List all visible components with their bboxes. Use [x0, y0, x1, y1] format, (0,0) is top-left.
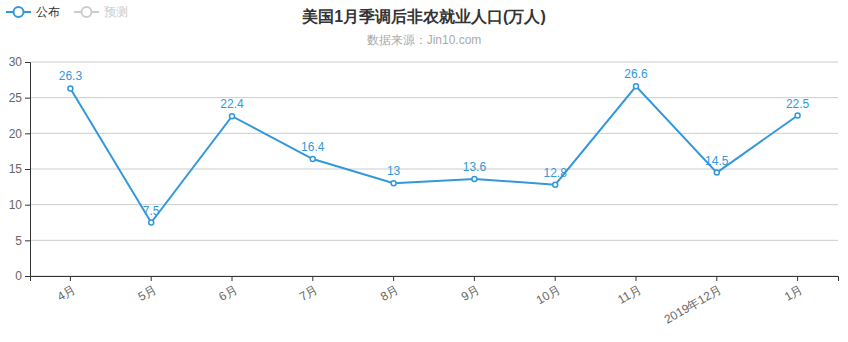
y-tick-mark [25, 98, 30, 99]
point[interactable] [230, 114, 235, 119]
legend: 公布 预测 [6, 5, 128, 19]
y-tick: 5 [15, 234, 30, 248]
legend-item[interactable]: 公布 [6, 5, 60, 19]
x-tick-label: 10月 [534, 282, 563, 307]
x-tick-mark [70, 276, 71, 281]
legend-item[interactable]: 预测 [74, 5, 128, 19]
x-tick: 6月 [216, 276, 239, 304]
data-label: 26.6 [624, 67, 648, 81]
point[interactable] [553, 182, 558, 187]
data-label: 22.4 [220, 97, 244, 111]
x-tick: 8月 [378, 276, 401, 304]
x-tick-label: 5月 [136, 282, 159, 303]
x-tick: 9月 [459, 276, 482, 304]
x-tick-mark [636, 276, 637, 281]
y-axis-line [25, 63, 31, 277]
chart: 美国1月季调后非农就业人口(万人) 数据来源：Jin10.com 公布 预测 0 5 10 1… [0, 0, 848, 342]
x-tick-mark [555, 276, 556, 281]
x-tick: 1月 [782, 276, 805, 304]
legend-label: 公布 [36, 5, 60, 19]
y-tick: 15 [9, 162, 30, 176]
y-tick-label: 25 [9, 91, 23, 105]
x-tick: 2019年12月 [662, 276, 724, 327]
grid-line [30, 240, 838, 241]
y-tick-mark [25, 205, 30, 206]
data-label: 22.5 [786, 97, 810, 111]
grid [30, 62, 838, 276]
x-tick: 4月 [55, 276, 78, 304]
legend-label: 预测 [104, 5, 128, 19]
point[interactable] [795, 113, 800, 118]
point[interactable] [310, 157, 315, 162]
subtitle: 数据来源：Jin10.com [367, 33, 482, 47]
y-tick-label: 20 [9, 127, 23, 141]
x-tick-label: 7月 [297, 282, 320, 303]
data-label: 26.3 [59, 69, 83, 83]
grid-line [30, 133, 838, 134]
x-axis: 4月 5月 6月 7月 8月 9月 10月 11月 2019年12月 1月 [31, 276, 839, 327]
x-tick: 10月 [534, 276, 563, 307]
y-tick-mark [25, 276, 30, 277]
y-tick-label: 0 [15, 269, 22, 283]
y-tick-mark [25, 62, 30, 63]
x-tick-mark [232, 276, 233, 281]
legend-marker [14, 7, 24, 17]
point[interactable] [634, 84, 639, 89]
x-tick: 7月 [297, 276, 320, 304]
point[interactable] [68, 86, 73, 91]
series-group [68, 84, 800, 225]
y-tick: 20 [9, 127, 30, 141]
y-tick-label: 10 [9, 198, 23, 212]
data-label: 7.5 [143, 204, 160, 218]
grid-line [30, 62, 838, 63]
y-tick: 10 [9, 198, 30, 212]
point[interactable] [714, 170, 719, 175]
point[interactable] [391, 181, 396, 186]
y-tick-mark [25, 133, 30, 134]
x-tick: 5月 [136, 276, 159, 304]
x-tick-label: 1月 [782, 282, 805, 303]
x-tick-label: 4月 [55, 282, 78, 303]
data-label: 13 [387, 164, 401, 178]
x-tick-mark [797, 276, 798, 281]
y-tick-label: 15 [9, 162, 23, 176]
x-tick-mark [716, 276, 717, 281]
x-axis-line [31, 277, 839, 282]
point[interactable] [472, 176, 477, 181]
grid-line [30, 97, 838, 98]
data-label: 12.8 [544, 166, 568, 180]
x-tick-mark [151, 276, 152, 281]
x-tick-label: 11月 [615, 282, 643, 306]
y-tick-mark [25, 240, 30, 241]
legend-marker [82, 7, 92, 17]
point[interactable] [149, 220, 154, 225]
data-labels: 26.3 7.5 22.4 16.4 13 13.6 12.8 26.6 14.5 22.5 [59, 67, 810, 217]
y-tick-label: 30 [9, 55, 23, 69]
plot-area: 0 5 10 15 20 25 30 4月 5月 6月 7月 8月 9月 10月 11月 2019年12月 1月… [9, 55, 839, 326]
title: 美国1月季调后非农就业人口(万人) [301, 7, 546, 25]
x-tick-label: 2019年12月 [662, 282, 724, 326]
x-tick-label: 8月 [378, 282, 401, 303]
data-label: 16.4 [301, 140, 325, 154]
y-tick-label: 5 [15, 234, 22, 248]
x-tick: 11月 [615, 276, 643, 307]
y-tick: 25 [9, 91, 30, 105]
x-tick-mark [393, 276, 394, 281]
x-tick-label: 9月 [459, 282, 482, 303]
data-label: 13.6 [463, 160, 487, 174]
data-label: 14.5 [705, 154, 729, 168]
y-tick: 0 [15, 269, 30, 283]
x-tick-mark [474, 276, 475, 281]
y-axis: 0 5 10 15 20 25 30 [9, 55, 31, 283]
x-tick-label: 6月 [216, 282, 239, 303]
y-tick-mark [25, 169, 30, 170]
y-tick: 30 [9, 55, 30, 69]
series-line [70, 86, 797, 222]
x-tick-mark [312, 276, 313, 281]
